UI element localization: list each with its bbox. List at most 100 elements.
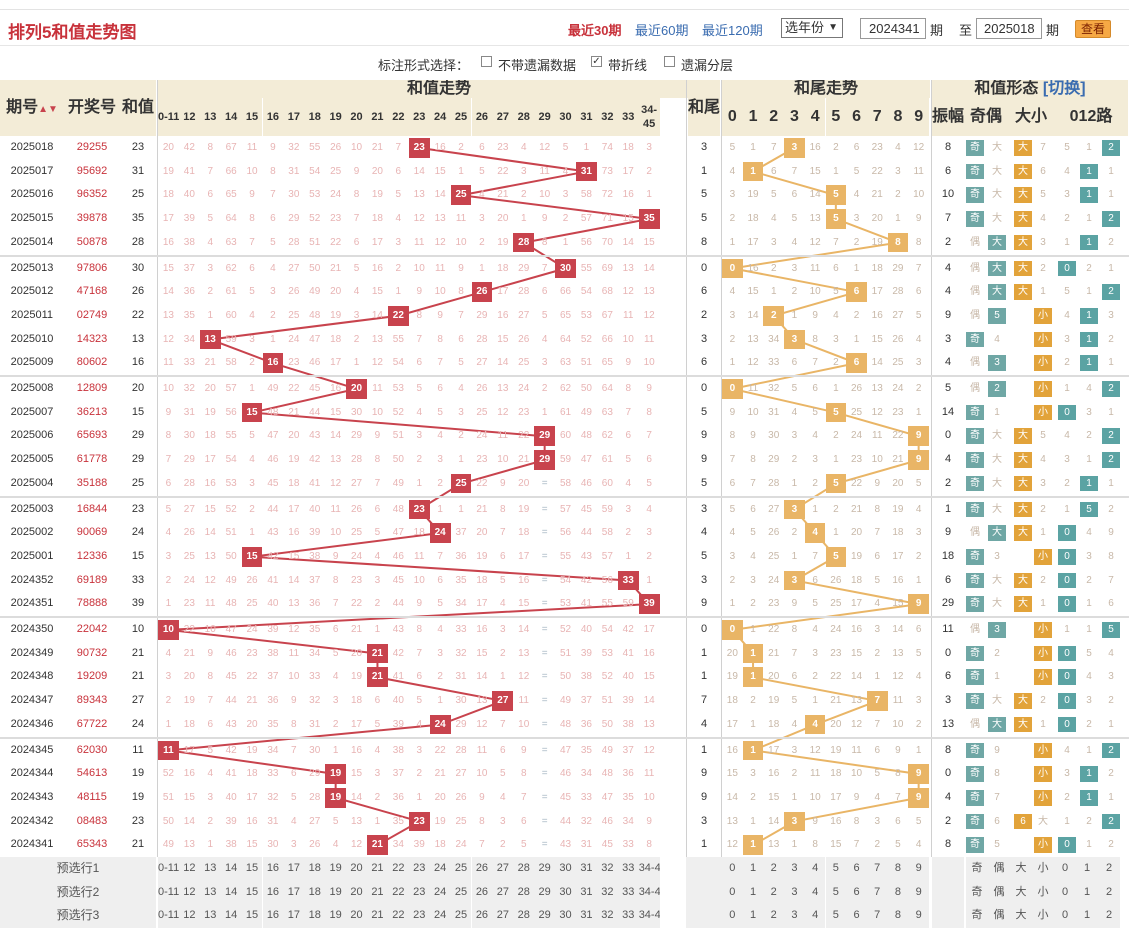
preselect-form-option[interactable]: 1 <box>1076 880 1098 905</box>
preselect-sum-option[interactable]: 29 <box>534 857 556 881</box>
preselect-tail-option[interactable]: 1 <box>742 857 764 881</box>
preselect-tail-option[interactable]: 2 <box>763 904 785 929</box>
preselect-sum-option[interactable]: 26 <box>471 857 493 881</box>
preselect-sum-option[interactable]: 19 <box>325 904 347 929</box>
preselect-sum-option[interactable]: 27 <box>492 857 514 881</box>
preselect-sum-option[interactable]: 21 <box>367 904 388 929</box>
preselect-tail-option[interactable]: 3 <box>784 904 805 929</box>
preselect-sum-option[interactable]: 34-45 <box>638 857 660 881</box>
preselect-sum-option[interactable]: 20 <box>346 857 367 881</box>
preselect-form-option[interactable]: 0 <box>1054 904 1076 929</box>
switch-link[interactable]: [切换] <box>1042 80 1086 97</box>
preselect-form-option[interactable]: 奇 <box>966 880 988 905</box>
preselect-sum-option[interactable]: 15 <box>241 904 263 929</box>
preselect-form-option[interactable]: 2 <box>1098 904 1120 929</box>
preselect-sum-option[interactable]: 12 <box>178 880 200 905</box>
preselect-sum-option[interactable]: 34-45 <box>638 880 660 905</box>
preselect-sum-option[interactable]: 25 <box>450 904 472 929</box>
preselect-sum-option[interactable]: 28 <box>513 880 535 905</box>
preselect-sum-option[interactable]: 29 <box>534 880 556 905</box>
preselect-sum-option[interactable]: 26 <box>471 880 493 905</box>
preselect-sum-option[interactable]: 17 <box>283 880 305 905</box>
preselect-sum-option[interactable]: 24 <box>429 904 451 929</box>
period-120-link[interactable]: 最近120期 <box>702 23 763 38</box>
preselect-sum-option[interactable]: 21 <box>367 857 388 881</box>
preselect-sum-option[interactable]: 24 <box>429 880 451 905</box>
preselect-sum-option[interactable]: 22 <box>387 857 409 881</box>
preselect-sum-option[interactable]: 21 <box>367 880 388 905</box>
preselect-sum-option[interactable]: 0-11 <box>158 880 179 905</box>
preselect-sum-option[interactable]: 14 <box>220 904 242 929</box>
year-select[interactable]: 选年份 ▼ <box>781 18 843 38</box>
preselect-form-option[interactable]: 小 <box>1032 880 1054 905</box>
preselect-form-option[interactable]: 小 <box>1032 904 1054 929</box>
preselect-form-option[interactable]: 1 <box>1076 857 1098 881</box>
preselect-sum-option[interactable]: 16 <box>262 904 284 929</box>
preselect-sum-option[interactable]: 15 <box>241 857 263 881</box>
preselect-tail-option[interactable]: 5 <box>825 857 847 881</box>
preselect-form-option[interactable]: 1 <box>1076 904 1098 929</box>
preselect-sum-option[interactable]: 22 <box>387 904 409 929</box>
preselect-sum-option[interactable]: 0-11 <box>158 857 179 881</box>
preselect-sum-option[interactable]: 27 <box>492 904 514 929</box>
preselect-sum-option[interactable]: 26 <box>471 904 493 929</box>
preselect-sum-option[interactable]: 31 <box>576 904 597 929</box>
preselect-sum-option[interactable]: 14 <box>220 880 242 905</box>
option-no-missing-checkbox[interactable] <box>481 56 492 67</box>
preselect-sum-option[interactable]: 15 <box>241 880 263 905</box>
preselect-sum-option[interactable]: 12 <box>178 904 200 929</box>
query-button[interactable]: 查看 <box>1075 20 1111 38</box>
from-period-input[interactable]: 2024341 <box>860 18 926 39</box>
preselect-tail-option[interactable]: 2 <box>763 857 785 881</box>
preselect-sum-option[interactable]: 25 <box>450 857 472 881</box>
preselect-sum-option[interactable]: 29 <box>534 904 556 929</box>
preselect-sum-option[interactable]: 30 <box>555 880 576 905</box>
preselect-form-option[interactable]: 小 <box>1032 857 1054 881</box>
preselect-sum-option[interactable]: 19 <box>325 880 347 905</box>
preselect-sum-option[interactable]: 14 <box>220 857 242 881</box>
preselect-sum-option[interactable]: 30 <box>555 904 576 929</box>
preselect-tail-option[interactable]: 1 <box>742 904 764 929</box>
preselect-form-option[interactable]: 2 <box>1098 857 1120 881</box>
preselect-sum-option[interactable]: 16 <box>262 880 284 905</box>
preselect-sum-option[interactable]: 18 <box>304 857 326 881</box>
preselect-sum-option[interactable]: 31 <box>576 857 597 881</box>
preselect-tail-option[interactable]: 4 <box>804 857 826 881</box>
preselect-sum-option[interactable]: 27 <box>492 880 514 905</box>
preselect-tail-option[interactable]: 6 <box>846 857 867 881</box>
preselect-tail-option[interactable]: 8 <box>887 904 909 929</box>
to-period-input[interactable]: 2025018 <box>976 18 1042 39</box>
preselect-tail-option[interactable]: 8 <box>887 857 909 881</box>
preselect-sum-option[interactable]: 20 <box>346 880 367 905</box>
preselect-form-option[interactable]: 奇 <box>966 904 988 929</box>
preselect-sum-option[interactable]: 17 <box>283 904 305 929</box>
preselect-sum-option[interactable]: 25 <box>450 880 472 905</box>
period-30-link[interactable]: 最近30期 <box>568 23 622 38</box>
preselect-tail-option[interactable]: 9 <box>908 857 929 881</box>
preselect-form-option[interactable]: 大 <box>1010 857 1032 881</box>
preselect-sum-option[interactable]: 18 <box>304 904 326 929</box>
preselect-tail-option[interactable]: 1 <box>742 880 764 905</box>
preselect-sum-option[interactable]: 28 <box>513 857 535 881</box>
preselect-tail-option[interactable]: 0 <box>722 880 743 905</box>
preselect-sum-option[interactable]: 17 <box>283 857 305 881</box>
sort-icon[interactable]: ▲▼ <box>38 104 58 115</box>
preselect-sum-option[interactable]: 23 <box>408 857 430 881</box>
period-60-link[interactable]: 最近60期 <box>635 23 689 38</box>
preselect-form-option[interactable]: 奇 <box>966 857 988 881</box>
preselect-sum-option[interactable]: 33 <box>617 904 639 929</box>
preselect-form-option[interactable]: 大 <box>1010 904 1032 929</box>
preselect-tail-option[interactable]: 0 <box>722 857 743 881</box>
preselect-form-option[interactable]: 偶 <box>988 857 1010 881</box>
preselect-tail-option[interactable]: 5 <box>825 880 847 905</box>
preselect-tail-option[interactable]: 9 <box>908 880 929 905</box>
preselect-sum-option[interactable]: 31 <box>576 880 597 905</box>
preselect-form-option[interactable]: 0 <box>1054 857 1076 881</box>
preselect-sum-option[interactable]: 13 <box>199 880 221 905</box>
preselect-sum-option[interactable]: 33 <box>617 880 639 905</box>
preselect-sum-option[interactable]: 30 <box>555 857 576 881</box>
preselect-tail-option[interactable]: 3 <box>784 857 805 881</box>
preselect-tail-option[interactable]: 4 <box>804 904 826 929</box>
preselect-tail-option[interactable]: 7 <box>866 857 888 881</box>
preselect-tail-option[interactable]: 5 <box>825 904 847 929</box>
